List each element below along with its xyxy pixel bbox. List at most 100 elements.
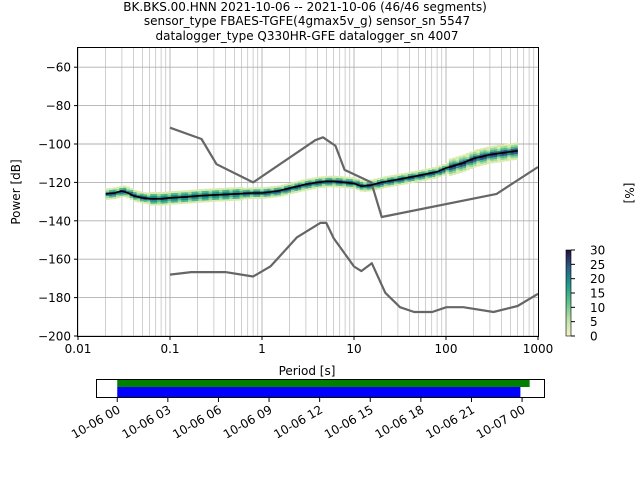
density-cell xyxy=(205,190,209,193)
density-cell xyxy=(428,167,432,170)
density-cell xyxy=(397,179,402,182)
density-cell xyxy=(198,198,203,201)
density-cell xyxy=(270,192,275,195)
density-cell xyxy=(150,195,154,198)
density-cell xyxy=(414,170,419,173)
probability-density-cells xyxy=(105,142,518,206)
density-cell xyxy=(462,158,467,161)
density-cell xyxy=(469,155,474,158)
density-cell xyxy=(280,194,285,197)
density-cell xyxy=(418,171,422,174)
density-cell xyxy=(294,183,299,186)
density-cell xyxy=(188,197,192,200)
density-cell xyxy=(301,189,305,192)
density-cell xyxy=(263,187,268,190)
density-cell xyxy=(435,172,439,175)
density-cell xyxy=(407,171,412,174)
density-cell xyxy=(373,180,378,183)
density-cell xyxy=(462,156,467,159)
density-cell xyxy=(424,170,429,173)
density-cell xyxy=(459,161,463,164)
density-cell xyxy=(119,195,124,198)
density-cell xyxy=(243,189,247,192)
density-cell xyxy=(346,182,350,185)
density-cell xyxy=(490,161,494,164)
density-cell xyxy=(328,175,333,178)
density-cell xyxy=(304,188,309,191)
density-cell xyxy=(315,186,319,189)
density-cell xyxy=(109,193,113,196)
density-cell xyxy=(267,196,271,199)
density-cell xyxy=(273,187,278,190)
density-cell xyxy=(116,194,120,197)
density-cell xyxy=(246,189,251,192)
density-cell xyxy=(277,195,281,198)
density-cell xyxy=(219,195,223,198)
density-cell xyxy=(435,174,439,177)
density-cell xyxy=(287,188,292,191)
density-cell xyxy=(284,183,288,186)
density-cell xyxy=(500,159,505,162)
density-cell xyxy=(473,163,477,166)
density-cell xyxy=(243,197,247,200)
density-cell xyxy=(270,188,275,191)
density-cell xyxy=(452,167,457,170)
density-cell xyxy=(507,155,511,158)
density-cell xyxy=(325,183,330,186)
density-cell xyxy=(297,186,302,189)
density-cell xyxy=(205,200,209,203)
density-cell xyxy=(260,196,264,199)
density-cell xyxy=(490,155,494,158)
density-cell xyxy=(164,201,168,204)
density-cell xyxy=(352,181,357,184)
density-cell xyxy=(126,190,130,193)
density-cell xyxy=(503,153,508,156)
density-cell xyxy=(342,178,347,181)
density-cell xyxy=(431,176,436,179)
density-cell xyxy=(356,186,360,189)
y-tick-label: −80 xyxy=(46,99,71,113)
density-cell xyxy=(497,160,501,163)
density-cell xyxy=(428,169,432,172)
density-cell xyxy=(249,193,254,196)
density-cell xyxy=(249,195,254,198)
density-cell xyxy=(359,189,364,192)
density-cell xyxy=(400,173,405,176)
density-cell xyxy=(514,156,518,159)
density-cell xyxy=(438,173,443,176)
density-cell xyxy=(479,157,484,160)
density-cell xyxy=(503,155,508,158)
density-cell xyxy=(394,180,398,183)
high-noise-model-line xyxy=(169,126,539,219)
density-cell xyxy=(373,184,378,187)
density-cell xyxy=(164,203,168,206)
density-cell xyxy=(177,200,182,203)
density-cell xyxy=(273,193,278,196)
density-cell xyxy=(318,176,323,179)
density-cell xyxy=(150,201,154,204)
density-cell xyxy=(174,200,178,203)
density-cell xyxy=(297,180,302,183)
density-cell xyxy=(376,187,381,190)
density-cell xyxy=(157,199,161,202)
density-cell xyxy=(438,175,443,178)
density-cell xyxy=(497,150,501,153)
density-cell xyxy=(346,186,350,189)
density-cell xyxy=(339,185,343,188)
density-cell xyxy=(201,200,206,203)
density-cell xyxy=(448,158,453,161)
density-cell xyxy=(503,157,508,160)
density-cell xyxy=(297,190,302,193)
density-cell xyxy=(239,198,244,201)
density-cell xyxy=(112,189,117,192)
density-cell xyxy=(486,162,491,165)
density-cell xyxy=(232,191,237,194)
density-cell xyxy=(140,193,144,196)
density-cell xyxy=(407,181,412,184)
density-cell xyxy=(479,154,484,157)
density-cell xyxy=(129,190,134,193)
density-cell xyxy=(301,185,305,188)
density-cell xyxy=(346,176,350,179)
